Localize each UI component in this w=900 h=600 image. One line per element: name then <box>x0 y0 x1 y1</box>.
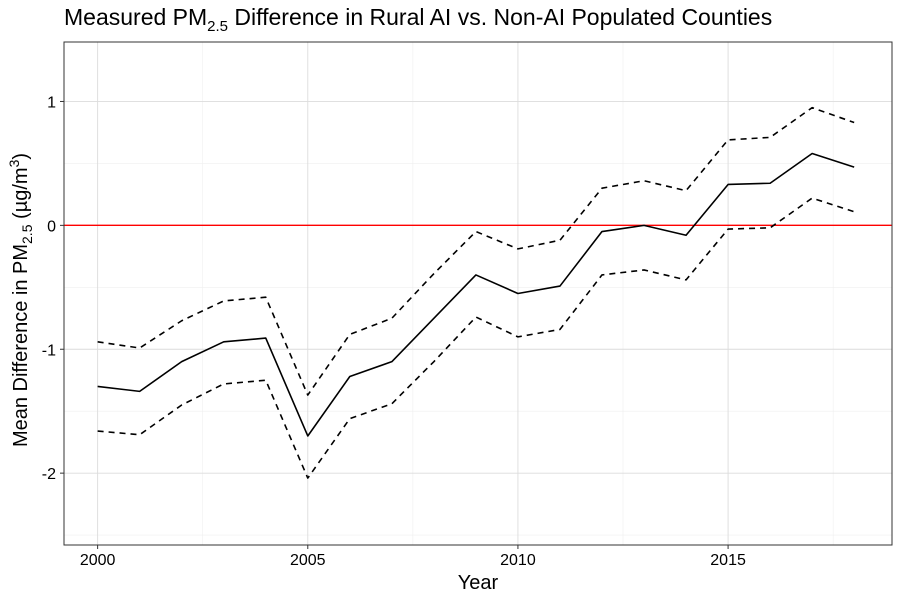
series-line-estimate <box>97 152 855 437</box>
y-tick-label: -2 <box>42 466 56 483</box>
y-tick-label: -1 <box>42 342 56 359</box>
y-axis-ticks: 1 0 -1 -2 <box>42 94 64 483</box>
x-tick-label: 2015 <box>710 552 746 569</box>
grid <box>64 42 892 545</box>
y-axis-label: Mean Difference in PM2.5 (µg/m3) <box>6 153 35 447</box>
x-tick-label: 2000 <box>80 552 116 569</box>
chart-title-subscript: 2.5 <box>207 18 228 35</box>
series-line-lower-bound <box>97 197 855 479</box>
y-axis-label-superscript: 3 <box>6 159 22 167</box>
y-tick-label: 0 <box>47 218 56 235</box>
x-axis-ticks: 2000 2005 2010 2015 <box>80 545 746 569</box>
y-tick-label: 1 <box>47 94 56 111</box>
series-group <box>97 106 855 479</box>
chart-title: Measured PM2.5 Difference in Rural AI vs… <box>64 4 772 35</box>
x-axis-label: Year <box>458 572 499 594</box>
x-tick-label: 2005 <box>290 552 326 569</box>
plot-panel-border <box>63 41 893 546</box>
series-line-upper-bound <box>97 106 855 396</box>
x-tick-label: 2010 <box>500 552 536 569</box>
y-axis-label-subscript: 2.5 <box>19 224 35 244</box>
